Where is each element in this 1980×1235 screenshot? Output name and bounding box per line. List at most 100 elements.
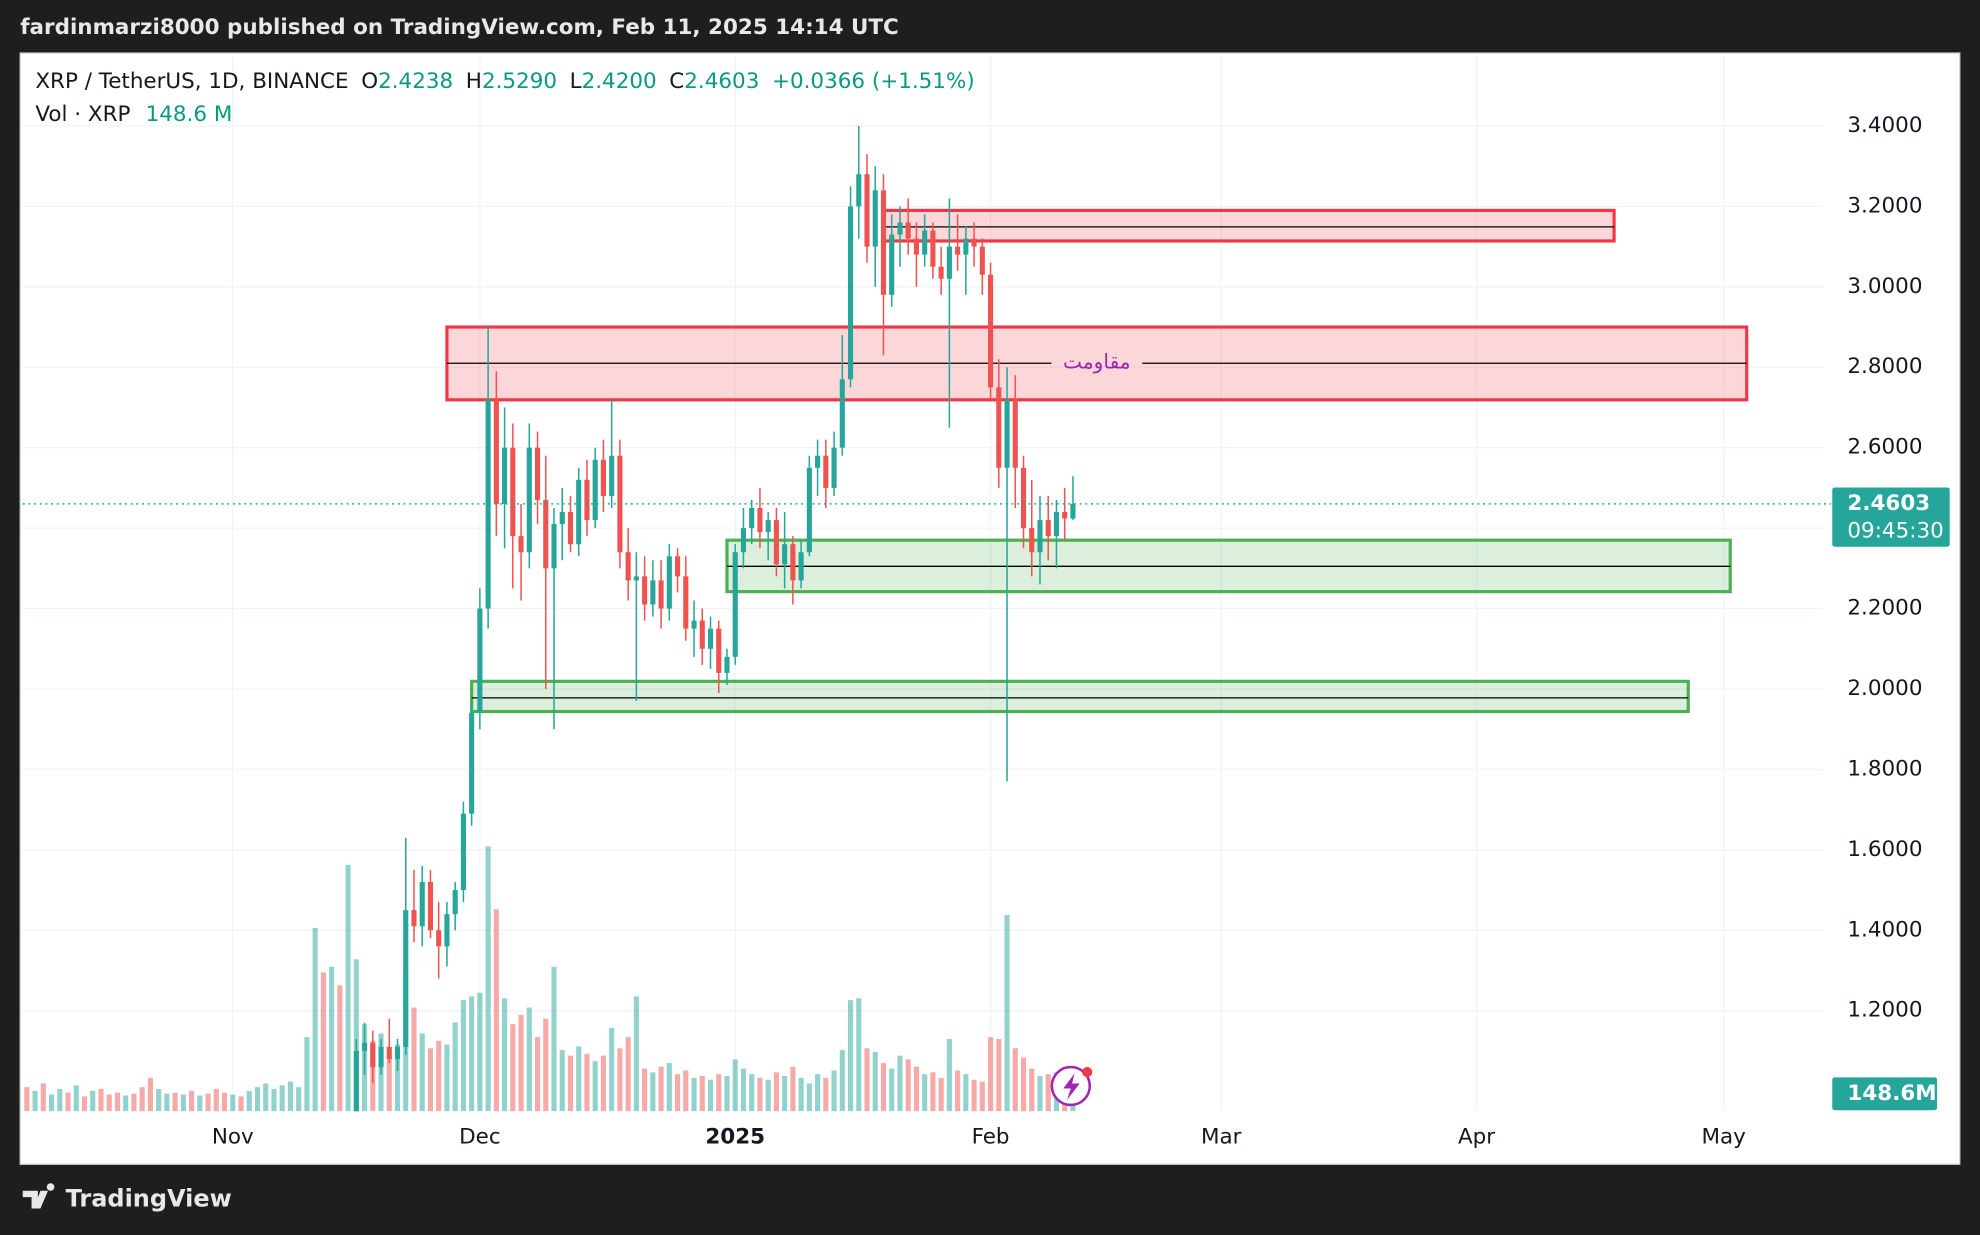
candle-body bbox=[559, 512, 565, 525]
volume-bar bbox=[205, 1093, 211, 1112]
candle-body bbox=[584, 479, 590, 521]
candle-body bbox=[633, 576, 639, 581]
volume-bar bbox=[518, 1014, 524, 1112]
candle-body bbox=[353, 1050, 359, 1112]
zone bbox=[881, 208, 1616, 243]
candle-body bbox=[403, 910, 409, 1047]
volume-bar bbox=[312, 927, 318, 1112]
volume-bar bbox=[32, 1090, 38, 1112]
y-tick-label: 1.2000 bbox=[1847, 998, 1922, 1023]
y-tick-label: 2.0000 bbox=[1847, 676, 1922, 701]
candle-body bbox=[864, 174, 870, 247]
volume-bar bbox=[658, 1066, 664, 1112]
zone-label: مقاومت bbox=[1063, 350, 1131, 374]
candle-body bbox=[724, 656, 730, 673]
countdown: 09:45:30 bbox=[1847, 519, 1943, 544]
volume-bar bbox=[806, 1083, 812, 1112]
volume-bar bbox=[444, 1044, 450, 1112]
candle-body bbox=[749, 508, 755, 529]
x-tick-label: Dec bbox=[459, 1125, 501, 1150]
candle-body bbox=[839, 379, 845, 448]
ohlc-label: C bbox=[669, 69, 684, 94]
candle-body bbox=[971, 238, 977, 247]
volume-bar bbox=[765, 1079, 771, 1112]
volume-bar bbox=[526, 1007, 532, 1112]
x-tick-label: Nov bbox=[212, 1125, 254, 1150]
volume-bar bbox=[650, 1072, 656, 1112]
volume-bar bbox=[559, 1050, 565, 1112]
candle-body bbox=[897, 222, 903, 235]
volume-bar bbox=[699, 1076, 705, 1112]
replay-icon[interactable] bbox=[1050, 1065, 1093, 1107]
volume-bar bbox=[971, 1079, 977, 1112]
volume-bar bbox=[238, 1096, 244, 1112]
candle-body bbox=[683, 576, 689, 629]
volume-bar bbox=[386, 1055, 392, 1112]
candle-body bbox=[386, 1046, 392, 1059]
volume-bar bbox=[304, 1037, 310, 1112]
volume-bar bbox=[469, 996, 475, 1112]
candle-body bbox=[946, 246, 952, 279]
overlay: 1.20001.40001.60001.80002.00002.20002.40… bbox=[22, 113, 1950, 1150]
candle-body bbox=[419, 882, 425, 927]
volume-bar bbox=[221, 1092, 228, 1112]
volume-bar bbox=[749, 1074, 755, 1112]
volume-bar bbox=[609, 1027, 615, 1112]
candle-body bbox=[732, 552, 738, 657]
candle-body bbox=[518, 536, 524, 553]
legend: XRP / TetherUS, 1D, BINANCE O2.4238 H2.529… bbox=[35, 69, 974, 94]
y-tick-label: 2.6000 bbox=[1847, 435, 1922, 460]
volume-bar bbox=[40, 1083, 46, 1112]
volume-bar bbox=[642, 1068, 648, 1112]
candle-body bbox=[444, 914, 450, 947]
volume-bar bbox=[584, 1053, 590, 1112]
candle-body bbox=[1062, 512, 1068, 519]
volume-bar bbox=[460, 1000, 466, 1112]
candle-body bbox=[469, 713, 475, 814]
volume-bar bbox=[106, 1094, 112, 1112]
volume-bar bbox=[567, 1055, 574, 1112]
volume-bar bbox=[114, 1092, 121, 1112]
brand-logo: TradingView bbox=[22, 1183, 232, 1213]
volume-bar bbox=[485, 846, 491, 1112]
candle-body bbox=[576, 479, 582, 545]
volume-bar bbox=[889, 1068, 895, 1112]
volume-bar bbox=[732, 1059, 738, 1112]
volume-bar bbox=[337, 985, 343, 1112]
volume-bar bbox=[452, 1022, 458, 1112]
candle-body bbox=[782, 544, 788, 565]
candle-body bbox=[988, 274, 994, 388]
volume-bar bbox=[666, 1063, 672, 1112]
ohlc-label: H bbox=[466, 69, 482, 94]
volume-bar bbox=[230, 1094, 236, 1112]
volume-bar bbox=[773, 1072, 779, 1112]
candle-body bbox=[913, 238, 919, 255]
volume-bar bbox=[81, 1096, 88, 1112]
candle-body bbox=[872, 190, 878, 247]
price-badge bbox=[1832, 487, 1950, 547]
candle-body bbox=[955, 246, 961, 255]
volume-bar bbox=[798, 1077, 804, 1112]
candle-body bbox=[534, 447, 541, 500]
volume-bar bbox=[345, 864, 351, 1112]
volume-bar bbox=[831, 1070, 837, 1112]
volume-bar bbox=[436, 1040, 442, 1112]
candle-body bbox=[370, 1042, 376, 1067]
y-tick-label: 3.2000 bbox=[1847, 193, 1922, 218]
volume-legend: Vol · XRP 148.6 M bbox=[35, 102, 232, 127]
candle-body bbox=[847, 206, 854, 380]
candle-body bbox=[394, 1046, 401, 1059]
candle-body bbox=[773, 520, 779, 565]
volume-bar bbox=[872, 1051, 878, 1112]
ohlc-value: 2.4603 bbox=[684, 69, 759, 94]
y-tick-label: 2.2000 bbox=[1847, 596, 1922, 621]
volume-bar bbox=[197, 1095, 203, 1112]
volume-bar bbox=[1004, 914, 1010, 1112]
candle-body bbox=[452, 890, 458, 915]
candle-body bbox=[889, 234, 895, 295]
volume-bar bbox=[625, 1037, 631, 1112]
x-tick-label: Apr bbox=[1458, 1125, 1495, 1150]
candle-body bbox=[551, 524, 557, 569]
volume-badge-label: 148.6M bbox=[1847, 1081, 1936, 1106]
